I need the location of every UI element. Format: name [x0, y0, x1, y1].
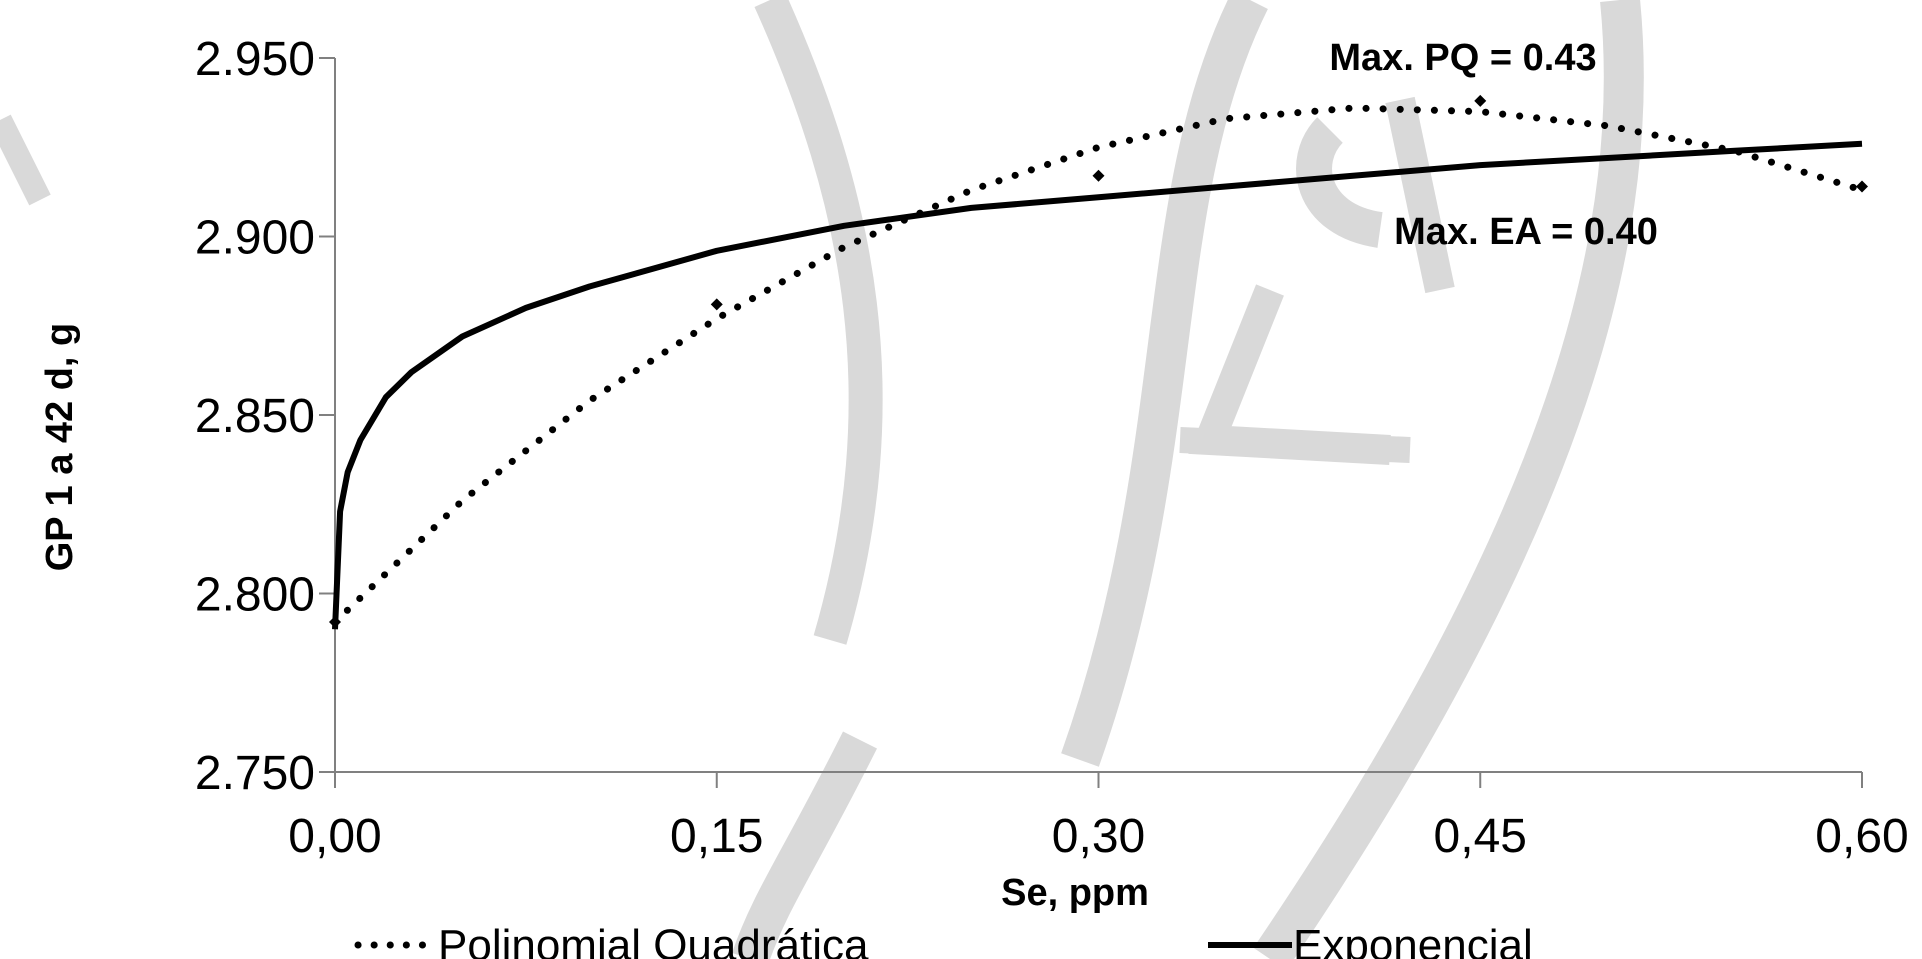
series-line-polinomial	[331, 104, 1866, 626]
x-tick-label: 0,15	[670, 810, 763, 863]
series-line-exponencial	[332, 140, 1863, 630]
x-tick-label: 0,30	[1052, 810, 1145, 863]
y-tick-label: 2.850	[195, 390, 315, 443]
legend-item-exponencial: Exponencial	[1208, 921, 1533, 959]
watermark-logo	[0, 0, 1644, 959]
labels-layer: Se, ppm GP 1 a 42 d, g Max. PQ = 0.43 Ma…	[39, 37, 1658, 914]
data-point-marker	[1856, 180, 1868, 193]
data-point-marker	[329, 616, 341, 629]
legend: Polinomial Quadrática Exponencial	[354, 921, 1533, 959]
annotation-max-ea: Max. EA = 0.40	[1394, 211, 1658, 253]
x-tick-label: 0,60	[1815, 810, 1908, 863]
observed-points	[329, 94, 1868, 629]
y-axis-title: GP 1 a 42 d, g	[39, 323, 81, 572]
annotation-max-pq: Max. PQ = 0.43	[1329, 37, 1596, 79]
x-tick-label: 0,45	[1434, 810, 1527, 863]
y-tick-label: 2.900	[195, 212, 315, 265]
series-layer	[331, 104, 1866, 630]
legend-item-polinomial: Polinomial Quadrática	[354, 921, 869, 959]
data-point-marker	[1474, 94, 1487, 107]
x-axis-title: Se, ppm	[1001, 872, 1149, 914]
y-tick-label: 2.800	[195, 569, 315, 622]
axes: 2.750 2.800 2.850 2.900 2.950 0,00 0,15 0,30 0,4…	[195, 33, 1909, 863]
data-point-marker	[1092, 169, 1105, 182]
x-tick-label: 0,00	[288, 810, 381, 863]
data-point-marker	[710, 298, 723, 311]
y-tick-label: 2.750	[195, 747, 315, 800]
y-tick-label: 2.950	[195, 33, 315, 86]
legend-label-exponencial: Exponencial	[1293, 921, 1533, 959]
legend-label-polinomial: Polinomial Quadrática	[438, 921, 869, 959]
